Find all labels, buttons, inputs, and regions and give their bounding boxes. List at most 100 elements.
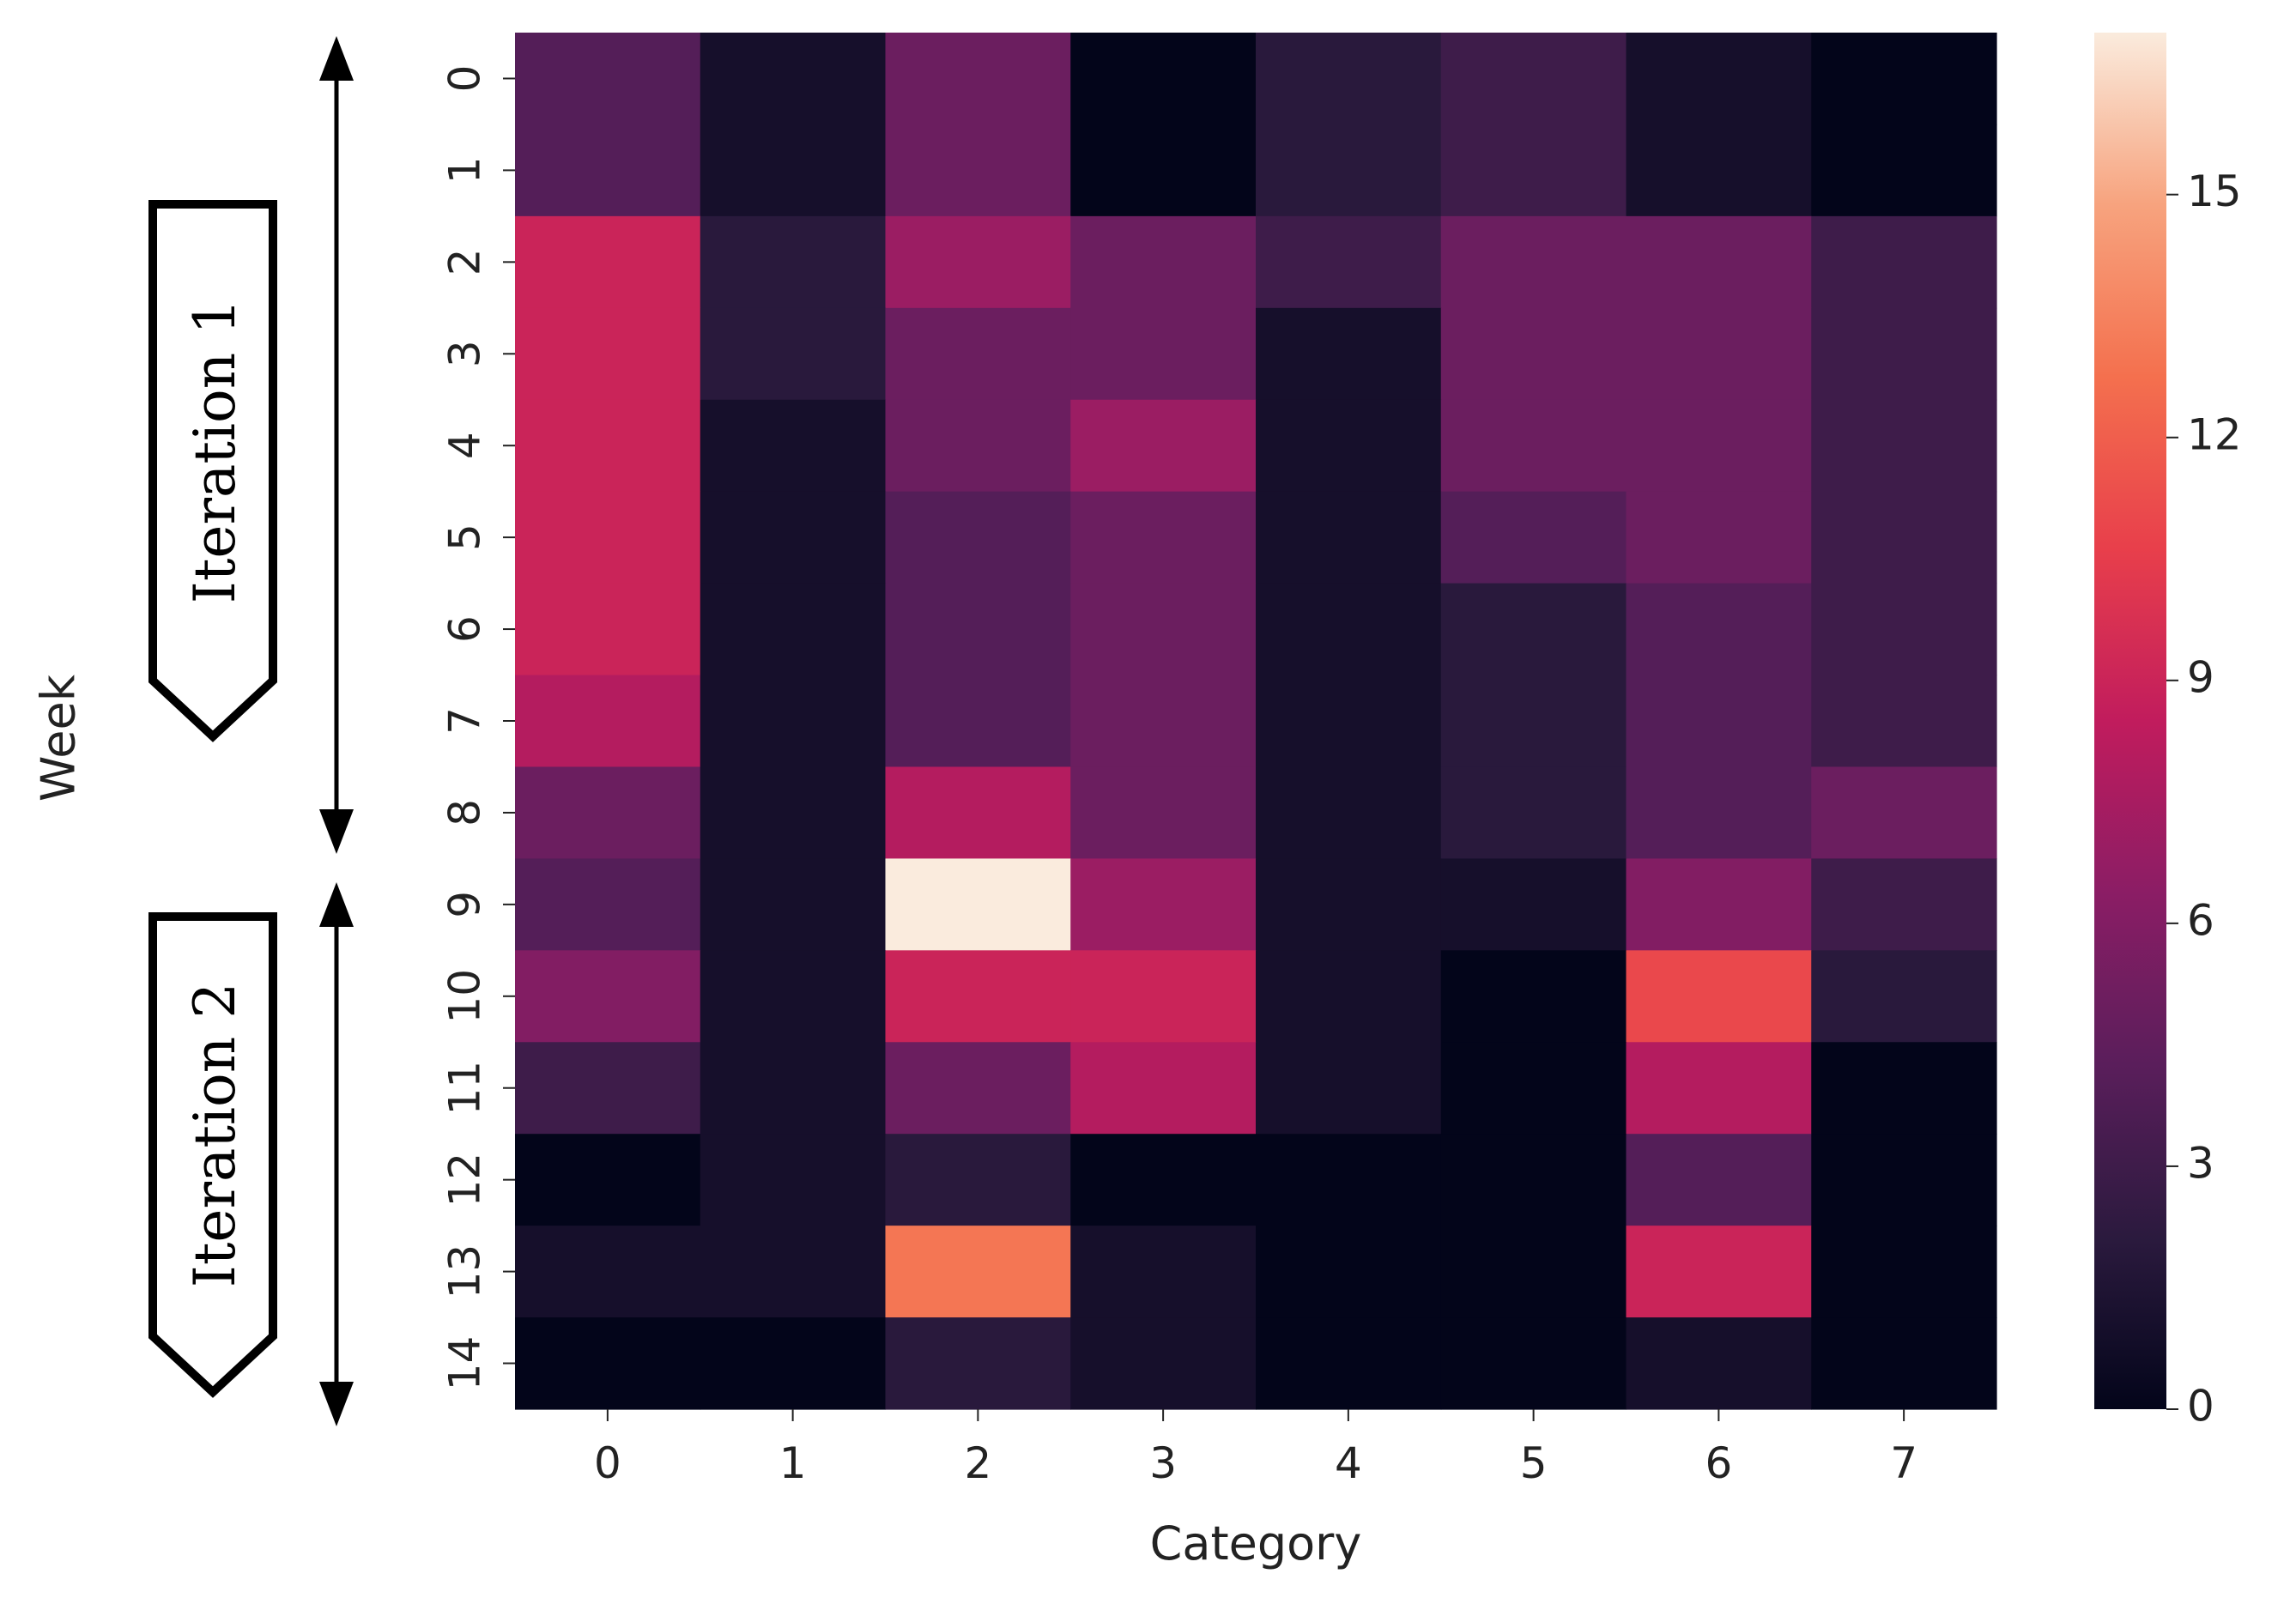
heatmap-cell [885,675,1071,768]
heatmap-cell [515,491,701,584]
heatmap-cell [1440,766,1627,859]
y-axis-title: Week [32,674,86,802]
heatmap-cell [1440,1317,1627,1410]
heatmap-cell [1070,215,1257,309]
heatmap-cell [515,399,701,493]
colorbar-tick-label: 6 [2187,895,2214,945]
y-tick-label: 0 [440,65,490,93]
heatmap-cell [885,1226,1071,1318]
heatmap-cell [515,1317,701,1410]
heatmap-cell [515,124,701,217]
heatmap-cell [1070,583,1257,676]
heatmap-cell [515,950,701,1043]
heatmap-cell [1256,583,1442,676]
heatmap-cell [1256,1317,1442,1410]
y-tick-label: 10 [440,969,490,1024]
heatmap-cell [1626,215,1812,309]
heatmap-cell [1440,950,1627,1043]
heatmap-cell [885,124,1071,217]
heatmap-cell [700,491,887,584]
heatmap-cell [1626,124,1812,217]
heatmap-cell [515,215,701,309]
y-tick-label: 14 [440,1336,490,1391]
heatmap-cell [1070,950,1257,1043]
heatmap-cell [700,33,887,125]
x-tick-labels: 0 1 2 3 4 5 6 7 [594,1409,1917,1488]
heatmap-cell [885,1317,1071,1410]
heatmap-cell [1256,1226,1442,1318]
colorbar-tick-label: 12 [2187,409,2242,459]
colorbar [2094,33,2166,1409]
colorbar-ticks: 0 3 6 9 12 15 [2166,166,2242,1431]
heatmap-cell [885,1134,1071,1226]
heatmap-cell [700,1042,887,1135]
x-tick-label: 2 [964,1438,991,1488]
heatmap-cell [1256,491,1442,584]
heatmap-cell [885,491,1071,584]
x-axis-title: Category [1150,1516,1362,1571]
heatmap-cell [1070,124,1257,217]
heatmap-cell [1070,307,1257,401]
arrow-down-icon [319,1382,354,1426]
heatmap-cell [1440,215,1627,309]
heatmap-cell [515,858,701,951]
heatmap-cell [885,399,1071,493]
heatmap-cell [700,766,887,859]
heatmap-cell [700,675,887,768]
y-tick-label: 12 [440,1153,490,1208]
heatmap-cell [1626,33,1812,125]
y-tick-label: 1 [440,156,490,184]
heatmap-cell [885,858,1071,951]
heatmap-cell [700,1134,887,1226]
colorbar-tick-label: 0 [2187,1382,2214,1431]
iteration-label-box [148,912,277,1398]
heatmap-cell [885,1042,1071,1135]
heatmap-cell [1440,675,1627,768]
heatmap-cell [700,399,887,493]
iteration-2-annotation: Iteration 2 [148,882,354,1426]
heatmap-cell [1811,675,1997,768]
heatmap-cell [700,307,887,401]
heatmap-cell [1070,858,1257,951]
heatmap-cell [1440,33,1627,125]
heatmap-cell [1626,1042,1812,1135]
heatmap-cell [700,1317,887,1410]
heatmap-cell [515,583,701,676]
heatmap-cell [1811,858,1997,951]
heatmap-cell [1811,1226,1997,1318]
heatmap-cell [515,675,701,768]
heatmap-cell [1256,215,1442,309]
arrow-up-icon [319,882,354,927]
colorbar-tick-label: 3 [2187,1138,2214,1188]
y-tick-label: 9 [440,891,490,918]
heatmap-cell [515,1042,701,1135]
heatmap-cell [1070,675,1257,768]
heatmap-cell [515,1226,701,1318]
heatmap-cell [1256,124,1442,217]
heatmap-cell [1440,399,1627,493]
y-tick-label: 13 [440,1244,490,1299]
y-tick-label: 5 [440,524,490,551]
heatmap-cell [1256,399,1442,493]
heatmap-cell [1440,491,1627,584]
heatmap-cell [1626,1226,1812,1318]
heatmap-cell [1811,399,1997,493]
y-tick-label: 8 [440,799,490,826]
x-tick-label: 7 [1890,1438,1917,1488]
heatmap-cell [1440,1042,1627,1135]
heatmap-cell [1811,1042,1997,1135]
heatmap-cell [1626,307,1812,401]
y-tick-label: 3 [440,340,490,367]
heatmap-cell [700,858,887,951]
heatmap-cell [885,307,1071,401]
x-tick-label: 0 [594,1438,621,1488]
iteration-label-box [148,200,277,742]
iteration-label-text: Iteration 1 [182,299,248,603]
heatmap-cell [1811,1134,1997,1226]
heatmap-cell [1811,33,1997,125]
heatmap-cell [1256,858,1442,951]
heatmap-cell [1626,491,1812,584]
y-tick-label: 4 [440,432,490,459]
iteration-1-annotation: Iteration 1 [148,36,354,854]
